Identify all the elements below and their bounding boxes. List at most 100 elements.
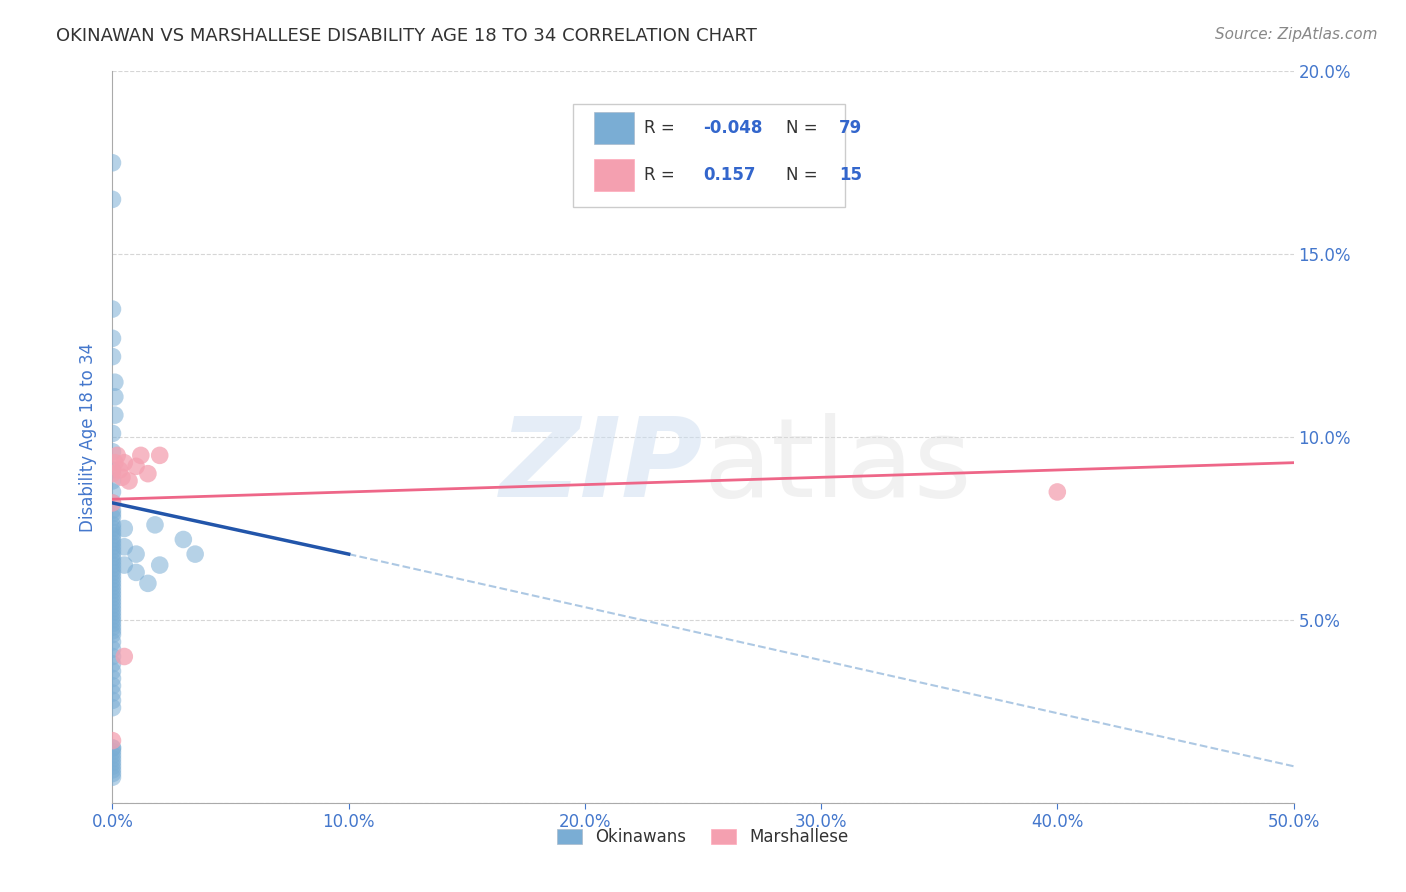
Point [101,591,124,605]
Text: Source: ZipAtlas.com: Source: ZipAtlas.com [1215,27,1378,42]
Point [125,566,148,580]
Point [112,558,135,573]
Point [101,620,124,634]
Point [136,576,159,591]
Point [101,566,124,580]
Point [104,408,127,422]
Text: R =: R = [644,166,681,185]
Point [101,693,124,707]
Point [101,474,124,488]
Point [101,649,124,664]
Point [112,540,135,554]
Point [104,375,127,389]
Point [101,627,124,641]
Point [101,529,124,543]
Point [101,642,124,657]
Point [136,467,159,481]
Point [101,763,124,777]
Point [101,733,124,747]
Point [101,752,124,766]
Point [101,672,124,686]
Point [101,770,124,784]
Point [101,444,124,458]
Text: 79: 79 [839,119,862,136]
Point [101,700,124,714]
Point [108,463,131,477]
Point [101,613,124,627]
Point [101,517,124,532]
Text: N =: N = [786,119,823,136]
Point [101,609,124,624]
Point [105,448,128,462]
Point [112,649,135,664]
Point [104,390,127,404]
Text: OKINAWAN VS MARSHALLESE DISABILITY AGE 18 TO 34 CORRELATION CHART: OKINAWAN VS MARSHALLESE DISABILITY AGE 1… [56,27,756,45]
Point [112,521,135,535]
Point [101,496,124,510]
Point [101,616,124,631]
Point [101,463,124,477]
FancyBboxPatch shape [574,104,845,207]
FancyBboxPatch shape [595,112,634,144]
Text: atlas: atlas [703,413,972,520]
Text: 0.157: 0.157 [703,166,755,185]
Text: N =: N = [786,166,823,185]
Point [101,569,124,583]
Point [101,657,124,671]
Point [101,740,124,755]
Point [125,459,148,474]
Point [1046,485,1069,500]
Point [101,426,124,441]
Point [101,740,124,755]
Point [104,456,127,470]
Text: 15: 15 [839,166,862,185]
Point [101,686,124,700]
Point [101,745,124,759]
Point [111,470,134,484]
Point [101,583,124,598]
Point [172,533,194,547]
Point [101,606,124,620]
Point [112,456,135,470]
Point [101,503,124,517]
Point [184,547,207,561]
Point [101,192,124,206]
FancyBboxPatch shape [595,159,634,191]
Point [101,525,124,540]
Point [101,635,124,649]
Point [101,467,124,481]
Point [101,533,124,547]
Point [101,543,124,558]
Point [149,558,172,573]
Point [101,331,124,345]
Point [101,748,124,763]
Legend: Okinawans, Marshallese: Okinawans, Marshallese [550,822,856,853]
Point [101,510,124,524]
Text: R =: R = [644,119,681,136]
Point [101,558,124,573]
Point [149,448,172,462]
Point [125,547,148,561]
Point [101,624,124,638]
Point [101,521,124,535]
Point [101,664,124,678]
Point [101,756,124,770]
Point [101,496,124,510]
Point [101,540,124,554]
Y-axis label: Disability Age 18 to 34: Disability Age 18 to 34 [79,343,97,532]
Point [101,485,124,500]
Point [101,587,124,601]
Point [101,550,124,565]
Point [101,576,124,591]
Point [129,448,152,462]
Point [101,156,124,170]
Point [101,602,124,616]
Point [101,547,124,561]
Point [101,301,124,317]
Point [101,679,124,693]
Point [101,536,124,550]
Point [101,573,124,587]
Point [101,759,124,773]
Point [101,562,124,576]
Point [118,474,141,488]
